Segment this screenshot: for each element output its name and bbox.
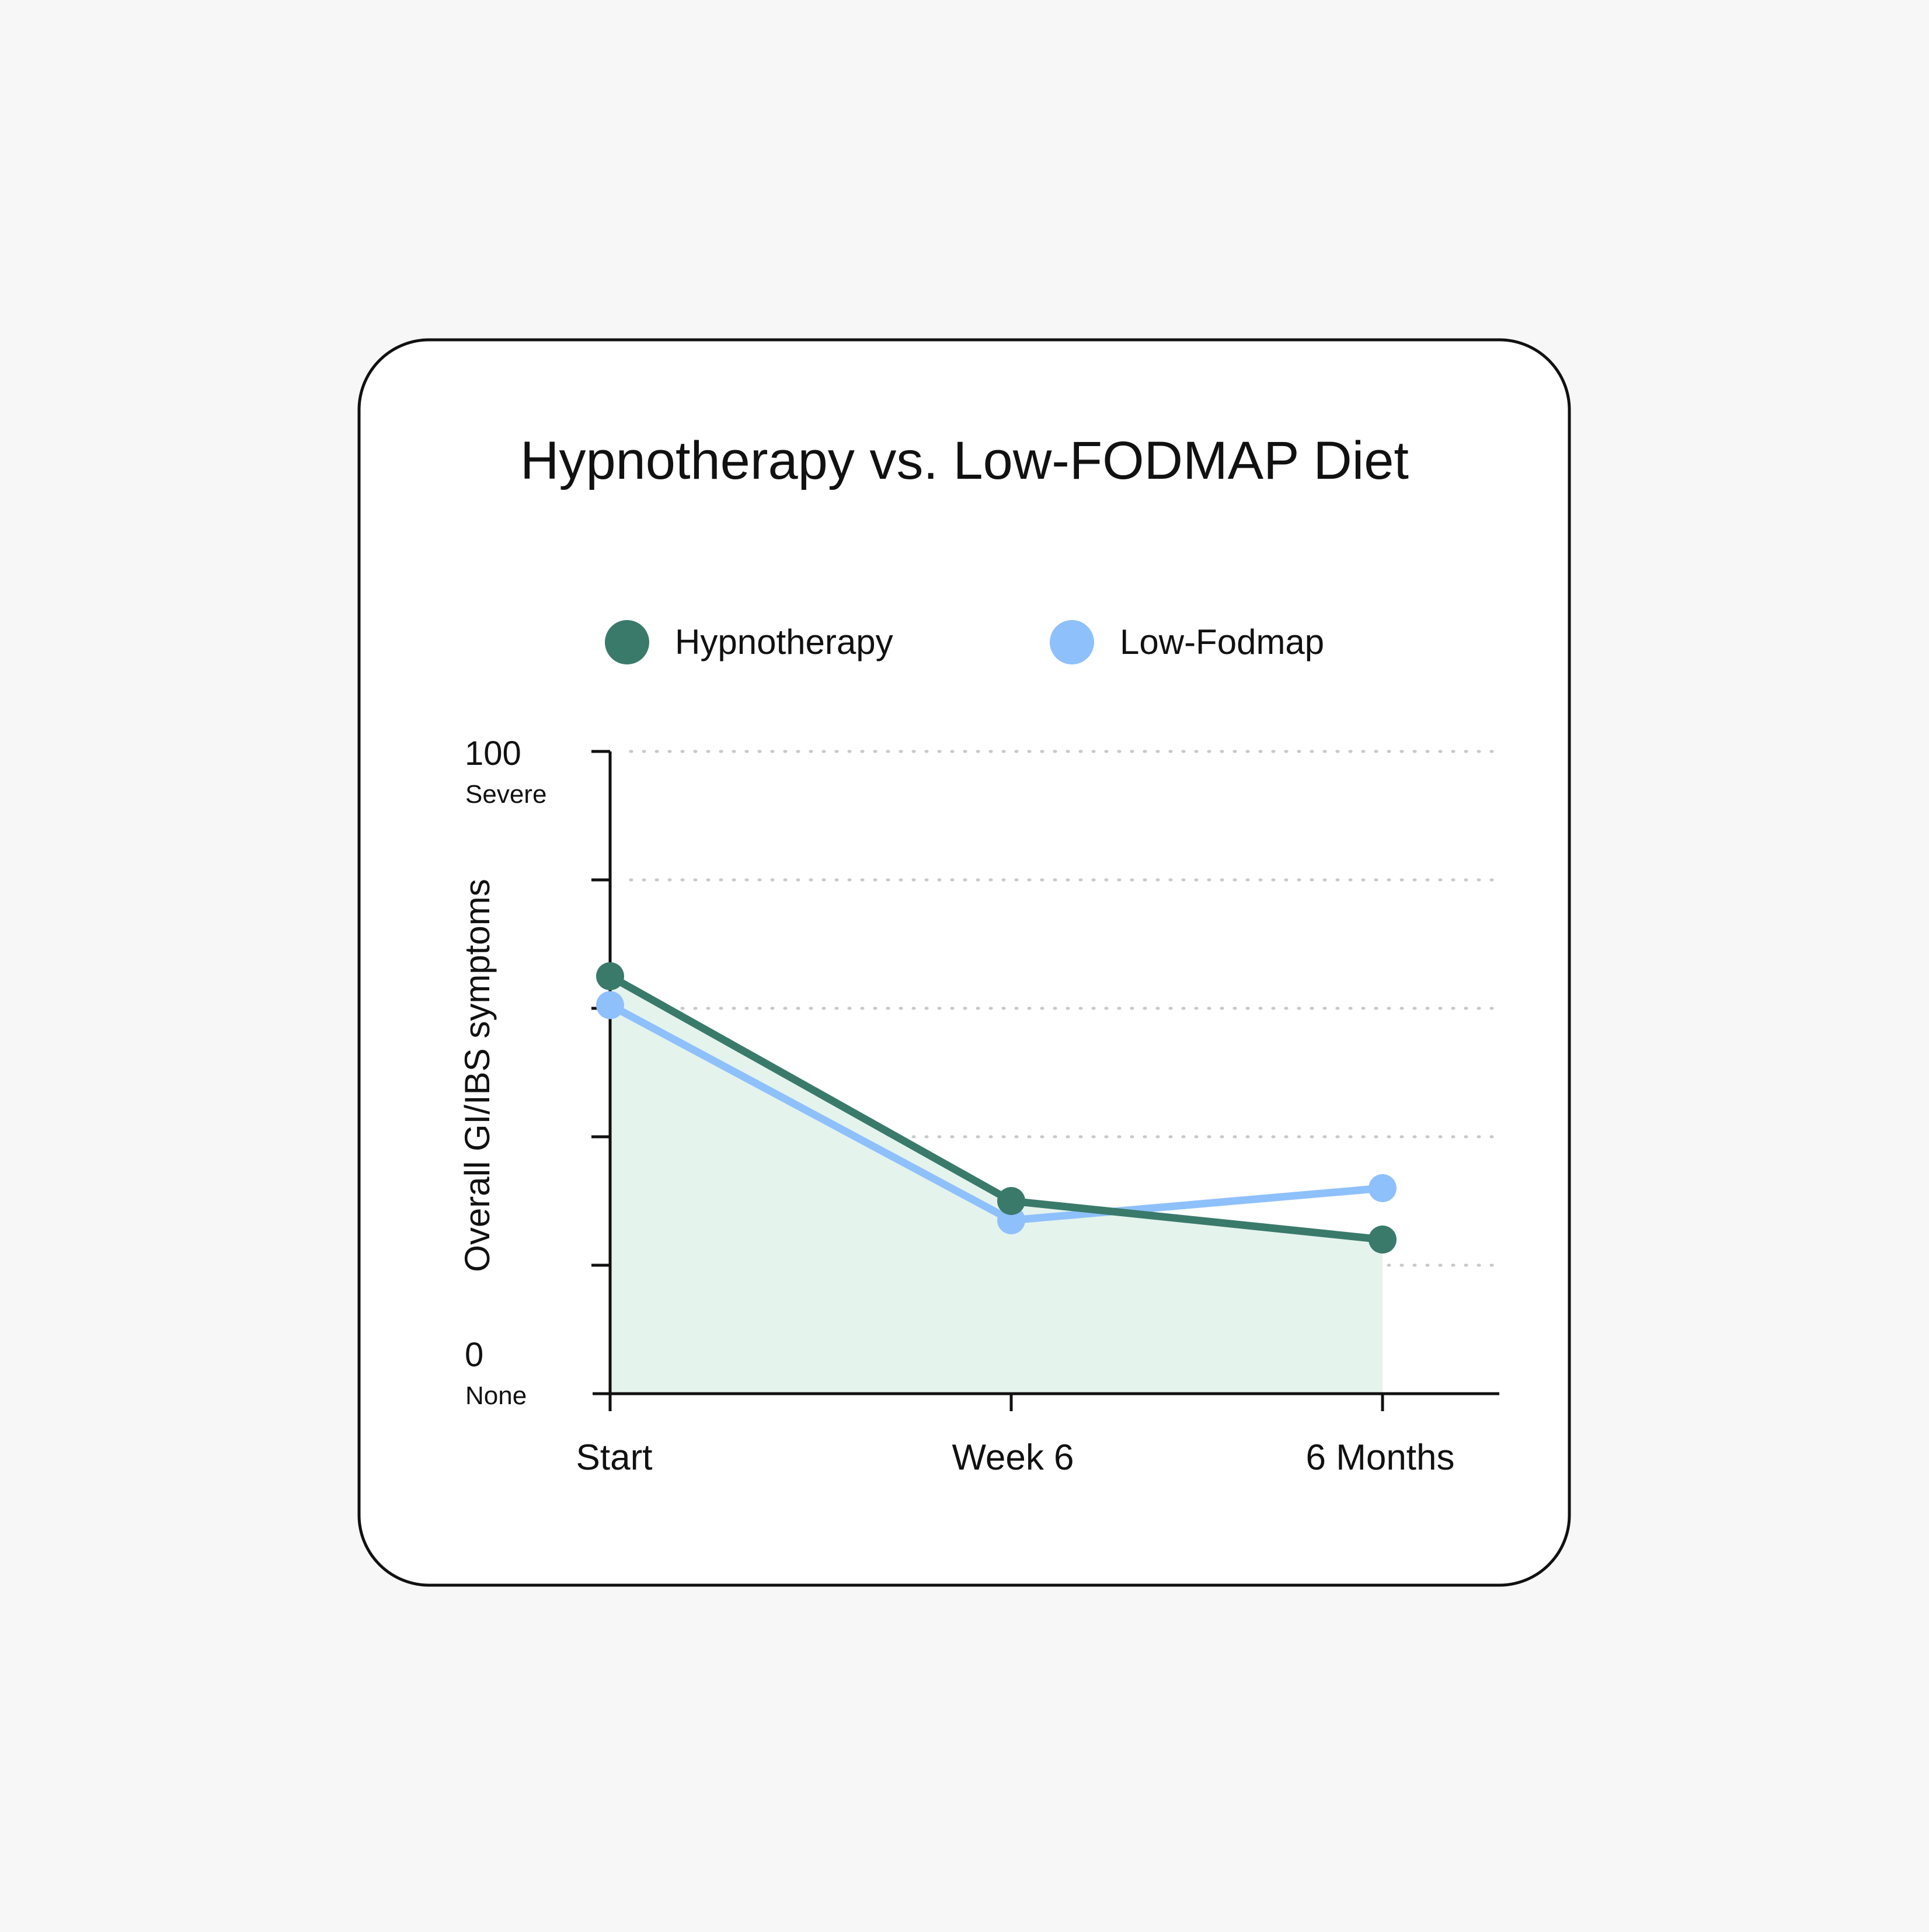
series-points bbox=[596, 962, 1397, 1254]
legend: Hypnotherapy Low-Fodmap bbox=[605, 620, 1324, 664]
x-tick-label-1: Week 6 bbox=[952, 1437, 1074, 1478]
data-point-s1-2 bbox=[1369, 1174, 1397, 1202]
chart-card bbox=[357, 338, 1571, 1587]
y-axis-title: Overall GI/IBS symptoms bbox=[458, 879, 497, 1272]
legend-label-1: Low-Fodmap bbox=[1120, 622, 1324, 662]
x-tick-label-0: Start bbox=[576, 1437, 653, 1478]
y-axis-top-caption: Severe bbox=[465, 780, 546, 809]
area-fill-hypnotherapy bbox=[610, 976, 1383, 1394]
x-tick-label-2: 6 Months bbox=[1305, 1437, 1454, 1478]
data-point-s0-0 bbox=[596, 962, 624, 990]
legend-marker-0 bbox=[605, 620, 649, 664]
y-axis-bottom-caption: None bbox=[465, 1381, 527, 1410]
y-axis-top-value: 100 bbox=[465, 734, 521, 772]
data-point-s1-1 bbox=[997, 1206, 1025, 1234]
legend-marker-1 bbox=[1050, 620, 1094, 664]
axes bbox=[591, 750, 1499, 1411]
data-point-s0-1 bbox=[997, 1187, 1025, 1215]
area-layer bbox=[610, 976, 1383, 1394]
legend-label-0: Hypnotherapy bbox=[675, 622, 893, 662]
y-axis-bottom-value: 0 bbox=[465, 1336, 483, 1374]
x-tick-labels: Start Week 6 6 Months bbox=[576, 1437, 1455, 1478]
data-point-s1-0 bbox=[596, 991, 624, 1019]
data-point-s0-2 bbox=[1369, 1226, 1397, 1254]
chart-title: Hypnotherapy vs. Low-FODMAP Diet bbox=[520, 431, 1409, 490]
